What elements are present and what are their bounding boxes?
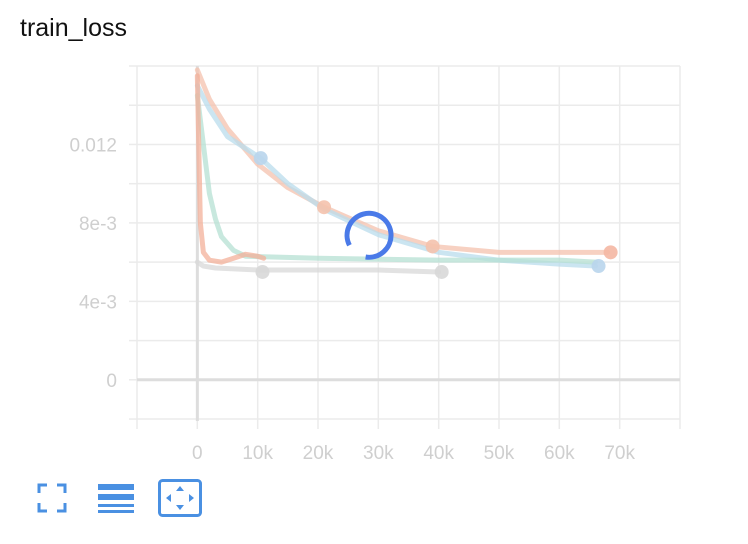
loading-spinner	[344, 210, 394, 260]
x-tick-label: 70k	[604, 443, 635, 464]
series-marker	[255, 264, 270, 279]
y-axis-ticks: 0 4e-3 8e-3 0.012	[69, 135, 117, 391]
x-tick-label: 40k	[423, 443, 454, 464]
y-tick-label: 4e-3	[79, 292, 117, 313]
series-markers	[253, 151, 618, 279]
x-tick-label: 20k	[303, 443, 334, 464]
series-line	[194, 73, 267, 265]
toggle-log-y-button[interactable]	[97, 482, 135, 514]
series-marker	[591, 259, 606, 274]
x-tick-label: 10k	[242, 443, 273, 464]
y-tick-label: 0	[106, 371, 117, 392]
list-icon	[98, 484, 134, 513]
axes	[129, 65, 681, 429]
x-tick-label: 60k	[544, 443, 575, 464]
series-line	[194, 92, 599, 265]
fit-domain-button[interactable]	[158, 479, 202, 517]
y-tick-label: 0.012	[69, 135, 117, 156]
x-tick-label: 30k	[363, 443, 394, 464]
series-marker	[603, 245, 618, 260]
y-tick-label: 8e-3	[79, 214, 117, 235]
spinner-arc	[344, 210, 394, 260]
series-marker	[434, 264, 449, 279]
card-title: train_loss	[20, 14, 127, 42]
x-tick-label: 0	[192, 443, 203, 464]
series-marker	[253, 151, 268, 166]
series-marker	[317, 200, 332, 215]
series-lines	[194, 67, 611, 275]
fullscreen-icon	[37, 483, 67, 513]
series-marker	[425, 239, 440, 254]
fit-domain-icon	[158, 479, 202, 517]
x-axis-ticks: 0 10k 20k 30k 40k 50k 60k 70k	[192, 443, 635, 464]
fullscreen-button[interactable]	[36, 482, 68, 514]
x-tick-label: 50k	[484, 443, 515, 464]
